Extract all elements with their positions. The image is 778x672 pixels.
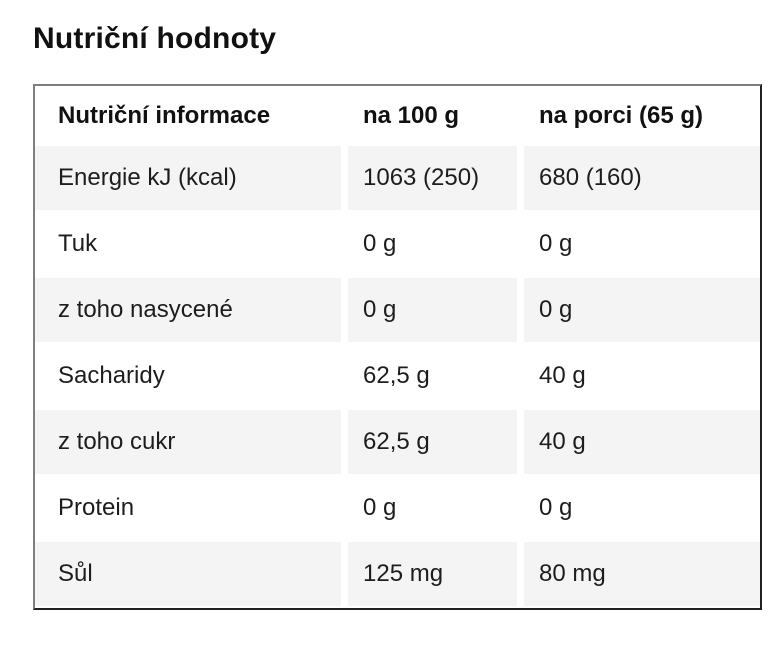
table-row-sugars: z toho cukr 62,5 g 40 g: [35, 410, 760, 474]
row-label: Sůl: [35, 542, 341, 606]
table-header-row: Nutriční informace na 100 g na porci (65…: [35, 88, 760, 144]
header-per-100g: na 100 g: [341, 88, 517, 144]
table-row-carbohydrates: Sacharidy 62,5 g 40 g: [35, 344, 760, 408]
table-row-saturated-fat: z toho nasycené 0 g 0 g: [35, 278, 760, 342]
value-per-portion: 0 g: [517, 278, 760, 342]
value-per-100g: 0 g: [341, 212, 517, 276]
value-per-100g: 125 mg: [341, 542, 517, 606]
row-label: z toho nasycené: [35, 278, 341, 342]
value-per-portion: 0 g: [517, 476, 760, 540]
value-per-100g: 0 g: [341, 278, 517, 342]
row-label: Tuk: [35, 212, 341, 276]
value-per-100g: 1063 (250): [341, 146, 517, 210]
value-per-portion: 40 g: [517, 344, 760, 408]
table-row-protein: Protein 0 g 0 g: [35, 476, 760, 540]
row-label: Protein: [35, 476, 341, 540]
value-per-portion: 80 mg: [517, 542, 760, 606]
page-title: Nutriční hodnoty: [33, 22, 277, 55]
header-per-portion: na porci (65 g): [517, 88, 760, 144]
value-per-portion: 680 (160): [517, 146, 760, 210]
table-row-salt: Sůl 125 mg 80 mg: [35, 542, 760, 606]
nutrition-table: Nutriční informace na 100 g na porci (65…: [33, 84, 762, 610]
value-per-100g: 62,5 g: [341, 410, 517, 474]
value-per-portion: 40 g: [517, 410, 760, 474]
row-label: z toho cukr: [35, 410, 341, 474]
table-row-energy: Energie kJ (kcal) 1063 (250) 680 (160): [35, 146, 760, 210]
value-per-portion: 0 g: [517, 212, 760, 276]
header-nutrition-info: Nutriční informace: [35, 88, 341, 144]
row-label: Sacharidy: [35, 344, 341, 408]
value-per-100g: 62,5 g: [341, 344, 517, 408]
table-row-fat: Tuk 0 g 0 g: [35, 212, 760, 276]
row-label: Energie kJ (kcal): [35, 146, 341, 210]
value-per-100g: 0 g: [341, 476, 517, 540]
